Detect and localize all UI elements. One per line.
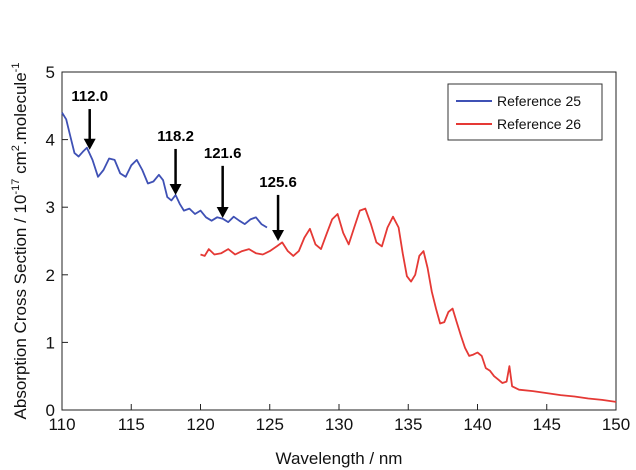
- y-axis-title-part-3: .molecule: [11, 72, 30, 145]
- x-tick-label: 140: [463, 415, 491, 434]
- peak-label: 112.0: [71, 88, 108, 105]
- y-axis-title-exp-1: -17: [10, 179, 22, 195]
- x-axis-title: Wavelength / nm: [276, 449, 403, 468]
- x-tick-label: 145: [533, 415, 561, 434]
- y-tick-label: 2: [46, 266, 55, 285]
- x-tick-label: 130: [325, 415, 353, 434]
- y-axis-title-part-1: Absorption Cross Section / 10: [11, 195, 30, 420]
- peak-arrow-head: [169, 184, 182, 196]
- y-tick-label: 5: [46, 63, 55, 82]
- y-axis-title: Absorption Cross Section / 10-17 cm2.mol…: [10, 63, 30, 420]
- y-axis-title-part-2: cm: [11, 151, 30, 178]
- y-tick-label: 1: [46, 333, 55, 352]
- series-line-reference-25: [61, 112, 268, 229]
- y-tick-label: 0: [46, 401, 55, 420]
- x-tick-label: 125: [256, 415, 284, 434]
- peak-arrow-head: [83, 138, 96, 150]
- x-tick-label: 110: [48, 415, 75, 434]
- series-line-reference-26: [200, 207, 617, 403]
- annotation-layer: 112.0 118.2 121.6 125.6: [71, 88, 297, 241]
- x-tick-label: 115: [118, 415, 145, 434]
- y-axis-title-exp-3: -1: [10, 63, 22, 73]
- y-tick-label: 4: [46, 131, 55, 150]
- x-tick-label: 120: [186, 415, 214, 434]
- legend-label-reference-25: Reference 25: [497, 93, 581, 109]
- x-tick-label: 135: [394, 415, 422, 434]
- legend-box: [447, 83, 603, 141]
- axes-layer: 110 115 120 125 130 135 140 145 150 0 1 2 3 4 5: [46, 63, 631, 434]
- x-tick-label: 150: [602, 415, 630, 434]
- peak-arrow-head: [272, 230, 285, 241]
- peak-label: 118.2: [157, 128, 194, 145]
- y-axis-title-exp-2: 2: [10, 145, 22, 151]
- peak-label: 125.6: [259, 174, 297, 191]
- peak-label: 121.6: [204, 145, 242, 162]
- legend-label-reference-26: Reference 26: [497, 116, 581, 132]
- peak-arrow-head: [216, 207, 229, 219]
- legend: Reference 25 Reference 26: [447, 83, 603, 141]
- y-tick-label: 3: [46, 198, 55, 217]
- series-layer: [61, 112, 617, 403]
